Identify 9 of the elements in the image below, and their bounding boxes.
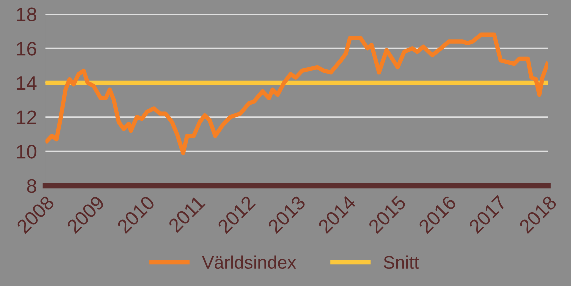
- y-tick-label: 16: [17, 42, 36, 56]
- legend-label: Världsindex: [202, 256, 296, 270]
- y-tick-label: 18: [17, 8, 37, 22]
- line-series: [46, 32, 548, 156]
- y-tick-label: 14: [17, 76, 37, 90]
- y-tick-label: 10: [17, 145, 37, 159]
- y-tick-label: 8: [27, 179, 36, 194]
- legend-label: Snitt: [384, 256, 420, 270]
- y-tick-label: 12: [17, 110, 36, 124]
